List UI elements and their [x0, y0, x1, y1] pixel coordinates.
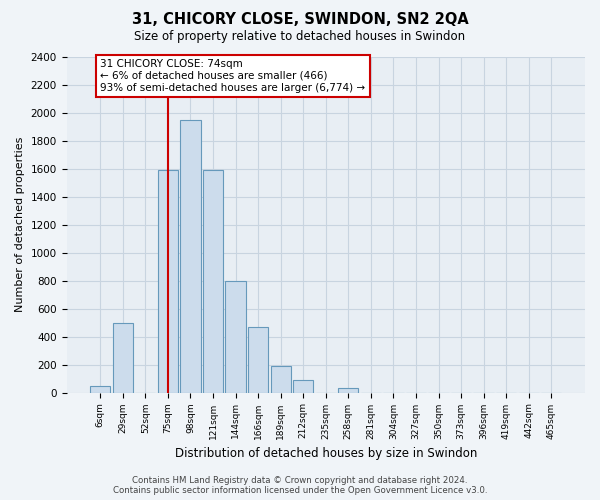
Text: 31 CHICORY CLOSE: 74sqm
← 6% of detached houses are smaller (466)
93% of semi-de: 31 CHICORY CLOSE: 74sqm ← 6% of detached… — [100, 60, 365, 92]
Bar — [338, 388, 358, 392]
Bar — [203, 170, 223, 392]
Text: 31, CHICORY CLOSE, SWINDON, SN2 2QA: 31, CHICORY CLOSE, SWINDON, SN2 2QA — [131, 12, 469, 28]
Bar — [113, 322, 133, 392]
Text: Contains HM Land Registry data © Crown copyright and database right 2024.
Contai: Contains HM Land Registry data © Crown c… — [113, 476, 487, 495]
Bar — [271, 366, 291, 392]
Y-axis label: Number of detached properties: Number of detached properties — [15, 137, 25, 312]
X-axis label: Distribution of detached houses by size in Swindon: Distribution of detached houses by size … — [175, 447, 477, 460]
Bar — [248, 327, 268, 392]
Bar — [293, 380, 313, 392]
Bar — [181, 120, 200, 392]
Bar — [90, 386, 110, 392]
Bar — [226, 280, 246, 392]
Text: Size of property relative to detached houses in Swindon: Size of property relative to detached ho… — [134, 30, 466, 43]
Bar — [158, 170, 178, 392]
